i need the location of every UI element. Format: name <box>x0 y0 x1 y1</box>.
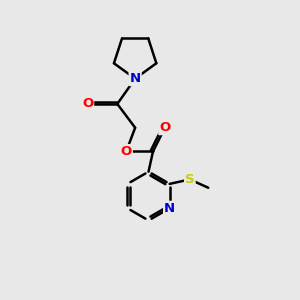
Text: N: N <box>130 72 141 85</box>
Text: O: O <box>159 121 170 134</box>
Text: S: S <box>185 173 195 186</box>
Text: O: O <box>121 145 132 158</box>
Text: O: O <box>82 98 93 110</box>
Text: N: N <box>164 202 175 215</box>
